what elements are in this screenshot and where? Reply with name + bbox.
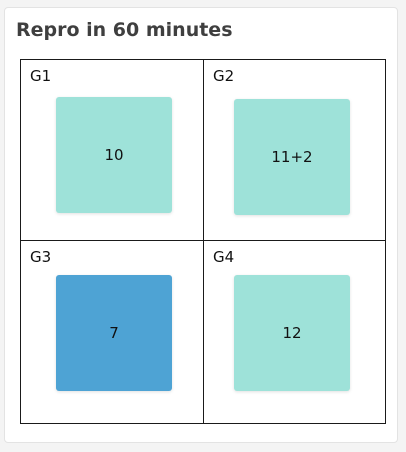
group-label: G4 <box>213 248 235 266</box>
group-label: G3 <box>30 248 52 266</box>
widget-card: Repro in 60 minutes G1 10 G2 11+2 G3 7 G… <box>4 7 398 443</box>
group-value: 12 <box>282 324 302 342</box>
group-value: 10 <box>104 146 124 164</box>
group-tile[interactable]: 7 <box>56 275 172 391</box>
group-label: G2 <box>213 67 235 85</box>
group-tile[interactable]: 10 <box>56 97 172 213</box>
group-cell-g2: G2 11+2 <box>204 60 386 241</box>
group-grid: G1 10 G2 11+2 G3 7 G4 12 <box>20 59 386 424</box>
group-cell-g3: G3 7 <box>21 241 204 423</box>
group-value: 7 <box>109 324 119 342</box>
group-value: 11+2 <box>271 148 313 166</box>
widget-title: Repro in 60 minutes <box>16 19 233 41</box>
group-tile[interactable]: 11+2 <box>234 99 350 215</box>
group-tile[interactable]: 12 <box>234 275 350 391</box>
group-label: G1 <box>30 67 52 85</box>
group-cell-g4: G4 12 <box>204 241 386 423</box>
group-cell-g1: G1 10 <box>21 60 204 241</box>
